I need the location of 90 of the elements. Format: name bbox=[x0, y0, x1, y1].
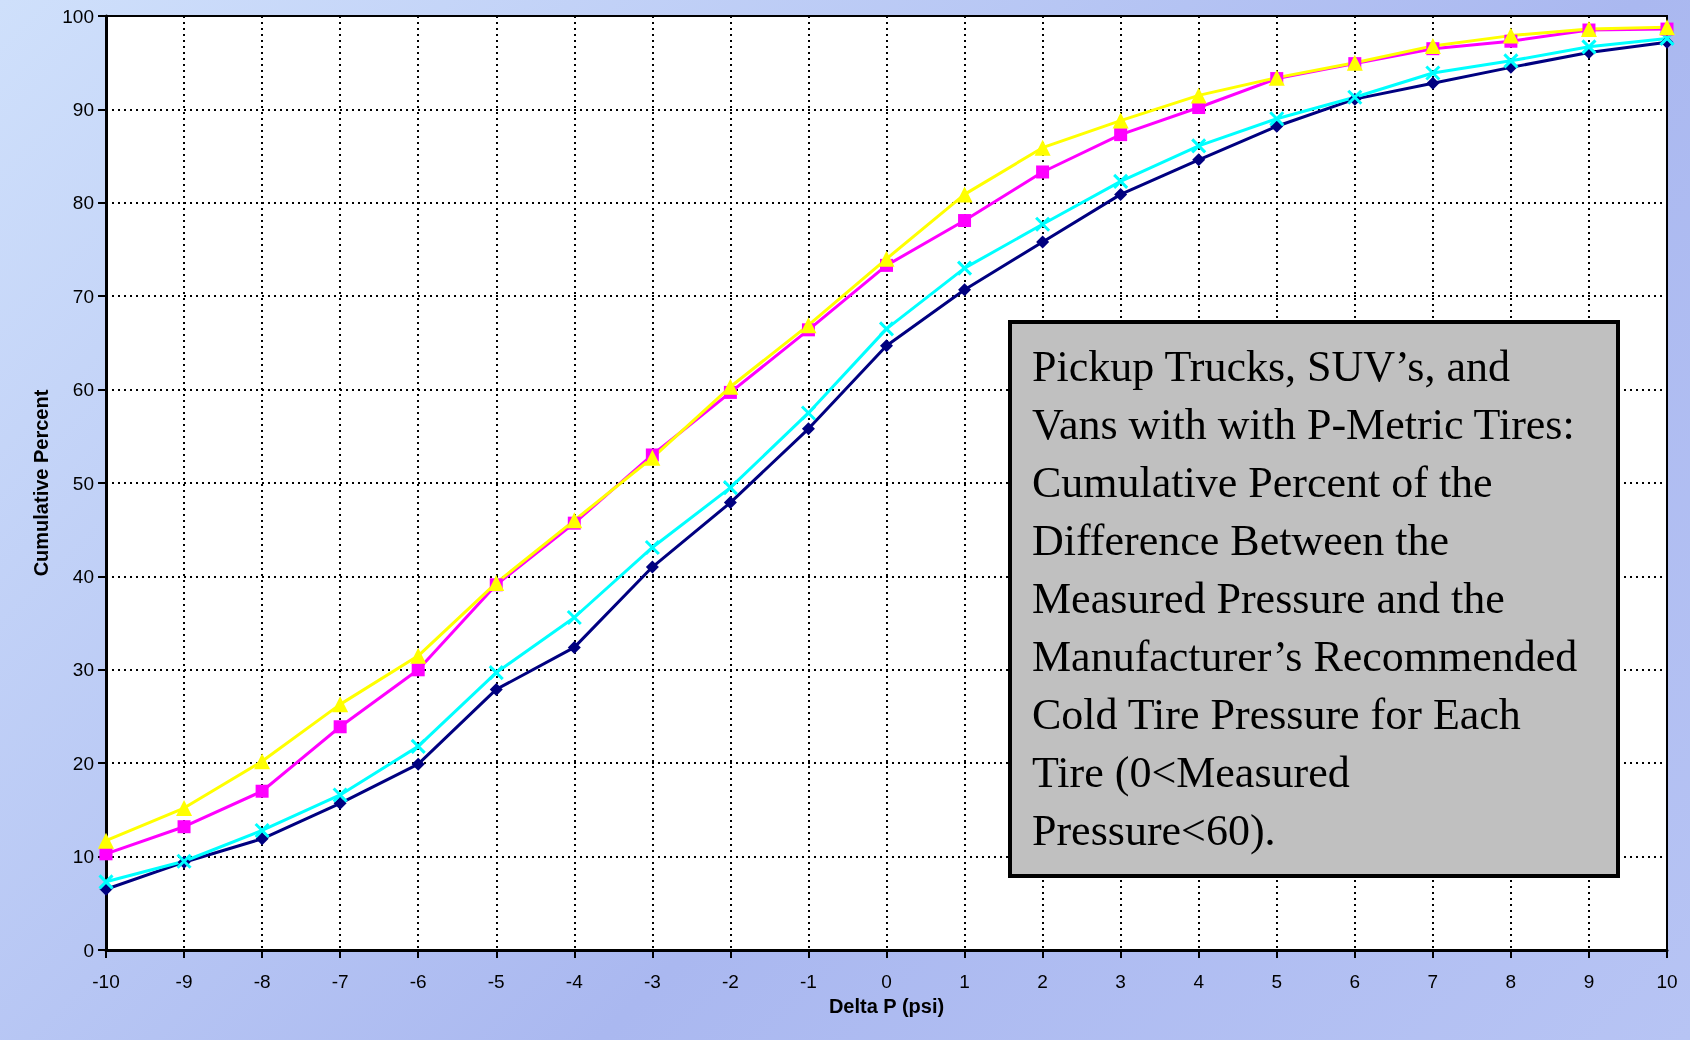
point bbox=[332, 786, 349, 803]
x-tick-label: -8 bbox=[253, 971, 271, 992]
point bbox=[1190, 87, 1207, 104]
x-axis-title: Delta P (psi) bbox=[828, 995, 945, 1017]
x-tick-label: 2 bbox=[1037, 971, 1048, 992]
y-tick-label: 60 bbox=[72, 379, 94, 401]
point bbox=[958, 214, 972, 228]
point bbox=[801, 422, 815, 436]
x-tick-label: 4 bbox=[1193, 971, 1205, 992]
x-tick-label: 10 bbox=[1656, 971, 1678, 992]
point bbox=[567, 640, 581, 654]
y-tick-label: 50 bbox=[72, 472, 94, 494]
x-tick-label: -1 bbox=[800, 971, 817, 992]
x-tick-label: 9 bbox=[1583, 971, 1595, 992]
x-tick-label: 0 bbox=[881, 971, 892, 992]
y-tick-label: 80 bbox=[72, 192, 94, 214]
point bbox=[1034, 216, 1051, 233]
point bbox=[332, 696, 349, 713]
y-tick-label: 20 bbox=[72, 752, 94, 774]
point bbox=[645, 560, 659, 574]
x-tick-label: -9 bbox=[175, 971, 193, 992]
x-tick-label: -2 bbox=[721, 971, 739, 992]
point bbox=[1502, 27, 1519, 44]
point bbox=[488, 664, 505, 681]
point bbox=[410, 647, 427, 664]
y-tick-label: 40 bbox=[72, 565, 94, 587]
point bbox=[1112, 173, 1129, 190]
point bbox=[880, 339, 893, 353]
y-tick-label: 90 bbox=[72, 98, 94, 120]
x-tick-label: -10 bbox=[92, 971, 120, 992]
point bbox=[956, 186, 973, 203]
point bbox=[410, 738, 427, 755]
point bbox=[1268, 110, 1285, 127]
y-tick-label: 70 bbox=[72, 285, 94, 307]
point bbox=[489, 682, 503, 696]
x-tick-label: 8 bbox=[1505, 971, 1517, 992]
point bbox=[722, 479, 739, 496]
point bbox=[176, 800, 193, 817]
point bbox=[566, 609, 583, 626]
point bbox=[98, 873, 114, 890]
y-tick-label: 0 bbox=[83, 939, 94, 961]
y-tick-label: 10 bbox=[72, 846, 94, 868]
point bbox=[723, 496, 737, 510]
y-tick-label: 30 bbox=[72, 659, 94, 681]
point bbox=[644, 449, 661, 466]
point bbox=[1502, 52, 1519, 69]
point bbox=[1036, 165, 1050, 179]
x-tick-label: -6 bbox=[409, 971, 427, 992]
x-tick-label: 6 bbox=[1349, 971, 1361, 992]
point bbox=[958, 283, 972, 297]
point bbox=[411, 663, 425, 677]
point bbox=[177, 820, 191, 834]
point bbox=[1036, 235, 1050, 249]
point bbox=[254, 753, 271, 770]
point bbox=[878, 250, 895, 267]
point bbox=[1114, 128, 1128, 142]
point bbox=[566, 512, 583, 529]
point bbox=[800, 404, 817, 421]
point bbox=[488, 574, 505, 591]
point bbox=[956, 260, 973, 277]
x-tick-label: -4 bbox=[565, 971, 584, 992]
y-tick-label: 100 bbox=[62, 5, 94, 27]
point bbox=[333, 796, 347, 810]
point bbox=[255, 784, 269, 798]
x-tick-label: -7 bbox=[331, 971, 349, 992]
x-tick-label: -3 bbox=[643, 971, 661, 992]
point bbox=[644, 539, 661, 556]
point bbox=[411, 757, 425, 771]
text: Pickup Trucks, SUV’s, and Vans with with P-Metric Tires: Cumulative Percent of the Difference Between the Measured Pressure and the Manufacturer’s Recommended Cold Tire Pressure for Each Tire (0<Measured Pressure<60). bbox=[1032, 342, 1578, 855]
point bbox=[1190, 137, 1207, 154]
point bbox=[1034, 139, 1051, 156]
x-tick-label: -5 bbox=[487, 971, 505, 992]
point bbox=[1112, 112, 1129, 129]
x-tick-label: 1 bbox=[959, 971, 970, 992]
point bbox=[1580, 38, 1597, 55]
x-tick-label: 5 bbox=[1271, 971, 1283, 992]
point bbox=[254, 822, 271, 839]
point bbox=[1114, 187, 1128, 201]
point bbox=[1424, 37, 1441, 54]
point bbox=[1424, 64, 1441, 81]
point bbox=[878, 320, 895, 337]
x-tick-label: 7 bbox=[1427, 971, 1439, 992]
y-axis-title: Cumulative Percent bbox=[30, 389, 53, 577]
x-tick-label: 3 bbox=[1115, 971, 1126, 992]
point bbox=[98, 832, 114, 849]
point bbox=[722, 378, 739, 395]
point bbox=[333, 720, 347, 734]
point bbox=[1426, 76, 1440, 90]
point bbox=[1192, 153, 1206, 167]
point bbox=[800, 317, 817, 334]
